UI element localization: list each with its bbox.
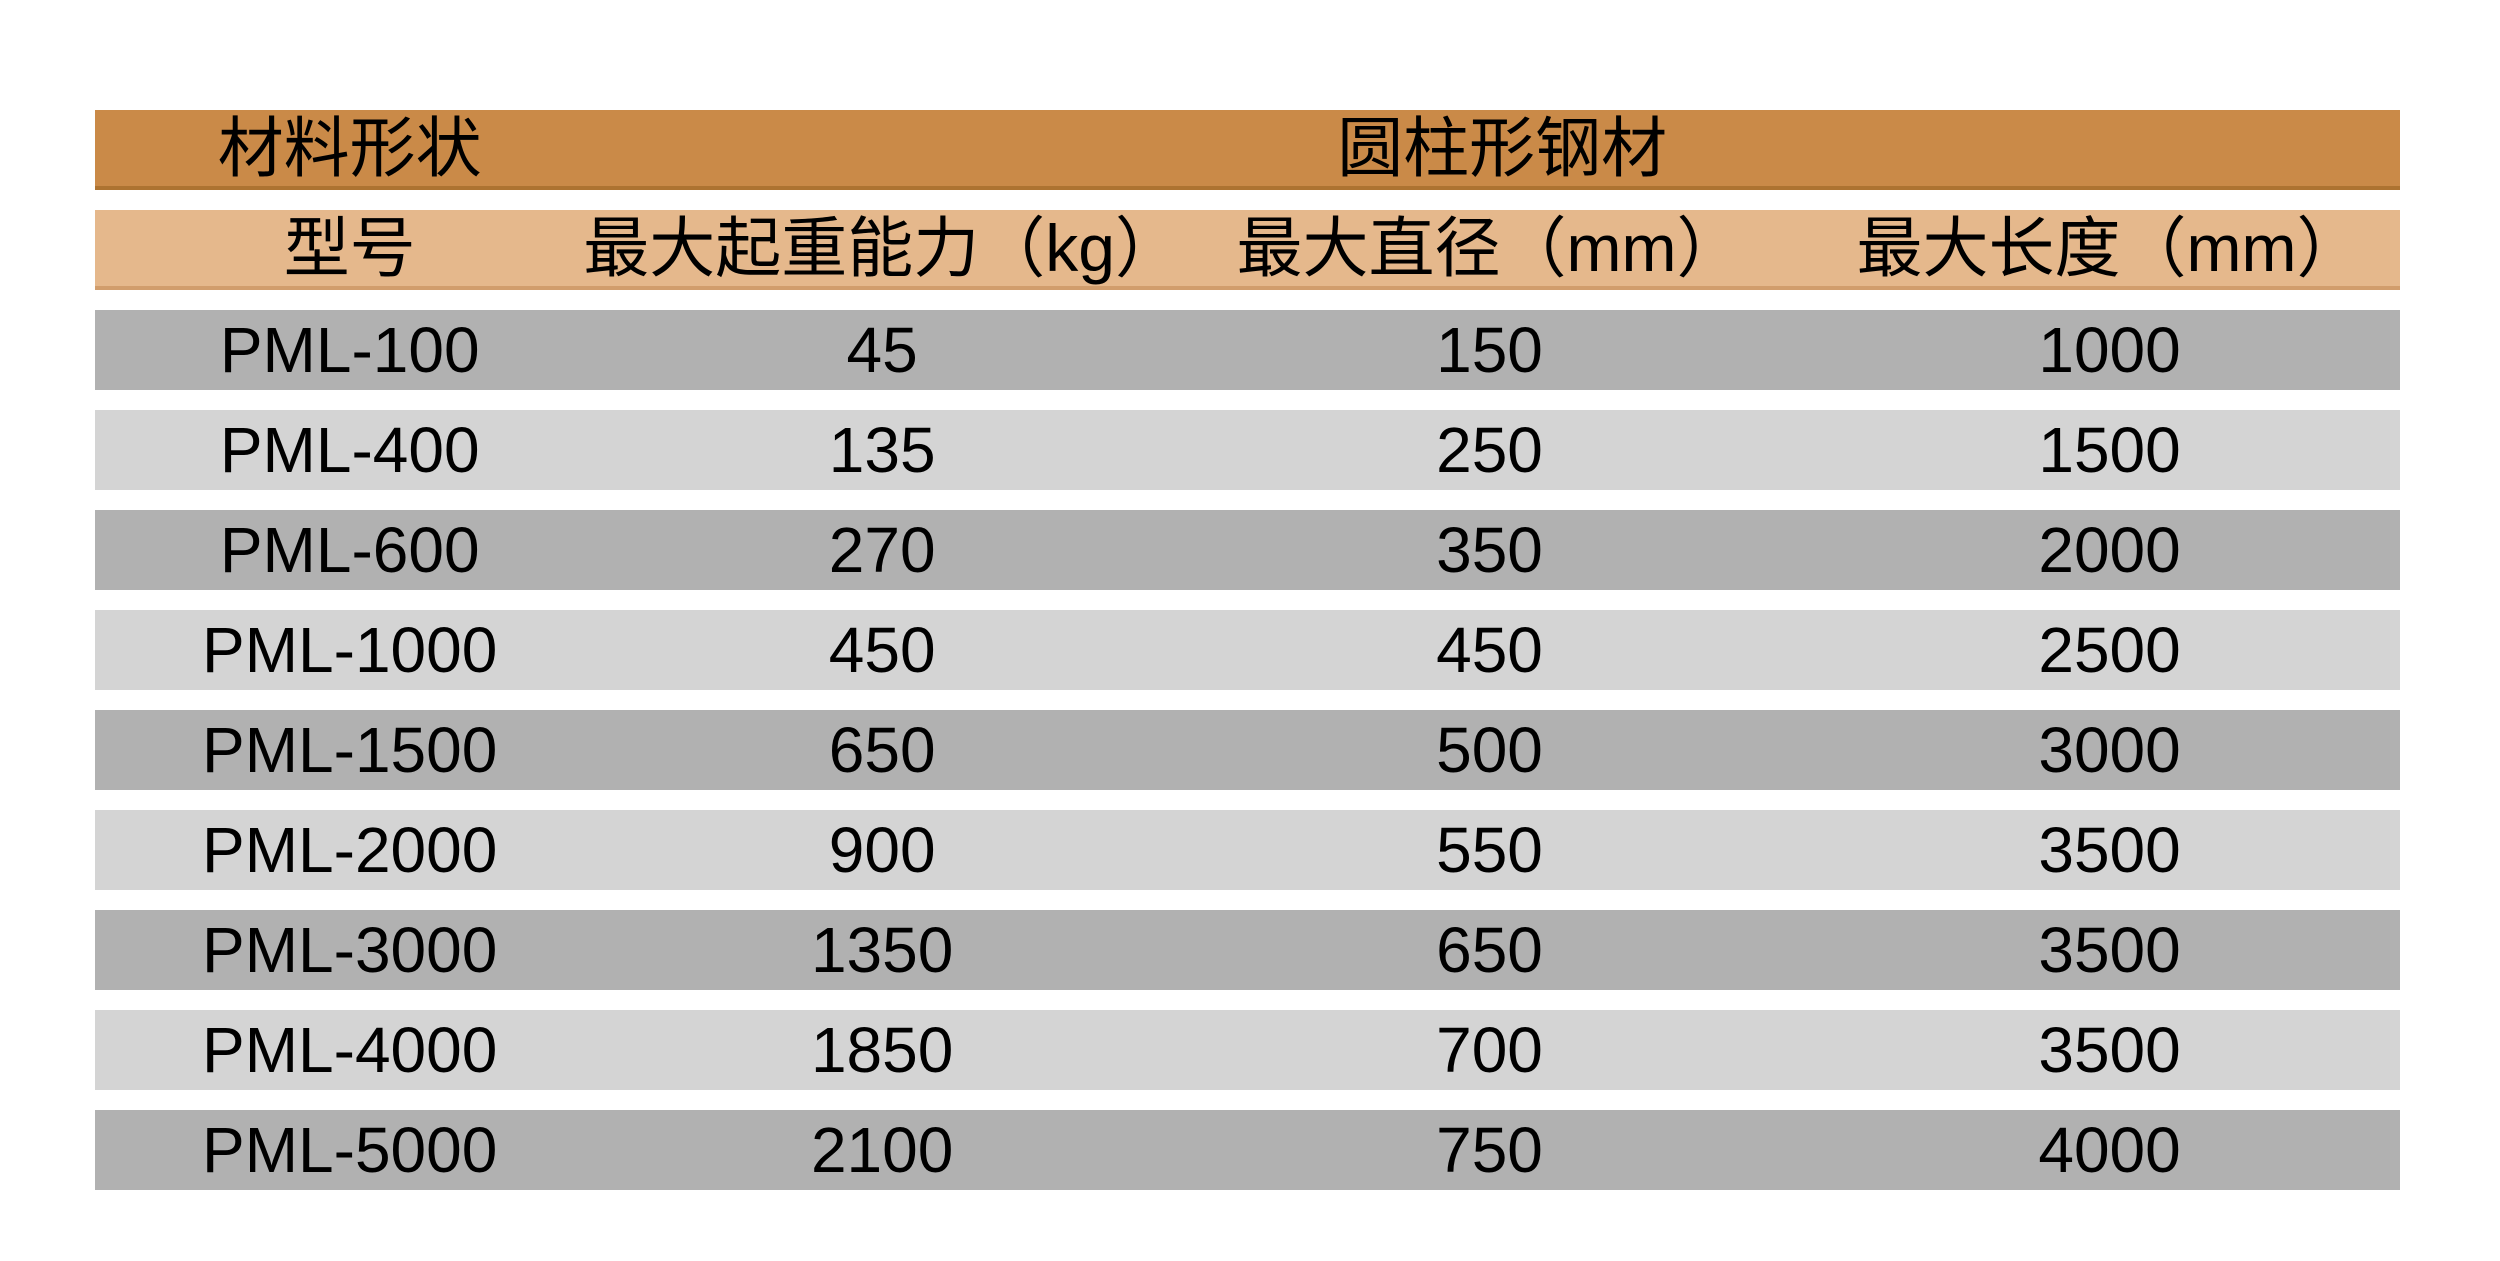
cell-max-diameter: 500 (1436, 714, 1543, 786)
cell-max-capacity: 1350 (810, 914, 954, 986)
header-material-group: 圆柱形钢材 (1337, 111, 1668, 185)
cell-model: PML-1000 (202, 614, 498, 686)
cell-model: PML-2000 (202, 814, 498, 886)
cell-model: PML-100 (219, 314, 480, 386)
cell-max-diameter: 750 (1436, 1114, 1543, 1186)
header-cell-max-capacity: 最大起重能力（kg） (583, 211, 1181, 285)
cell-max-capacity: 900 (828, 814, 936, 886)
cell-max-length: 3500 (2038, 914, 2181, 986)
cell-max-diameter: 250 (1436, 414, 1543, 486)
cell-max-capacity: 135 (828, 414, 936, 486)
table-row: PML-1500 650 500 3000 (95, 710, 2400, 790)
header-cell-max-diameter: 最大直径（mm） (1236, 211, 1743, 285)
cell-max-length: 2500 (2038, 614, 2181, 686)
cell-model: PML-4000 (202, 1014, 498, 1086)
cell-max-length: 3500 (2038, 814, 2181, 886)
table-row: PML-1000 450 450 2500 (95, 610, 2400, 690)
table-column-header-row: 型号 最大起重能力（kg） 最大直径（mm） 最大长度（mm） (95, 210, 2400, 290)
table-row: PML-100 45 150 1000 (95, 310, 2400, 390)
cell-max-diameter: 350 (1436, 514, 1543, 586)
header-cell-max-length: 最大长度（mm） (1856, 211, 2363, 285)
cell-max-capacity: 450 (828, 614, 936, 686)
table-row: PML-2000 900 550 3500 (95, 810, 2400, 890)
table-row: PML-4000 1850 700 3500 (95, 1010, 2400, 1090)
cell-model: PML-3000 (202, 914, 498, 986)
table-row: PML-3000 1350 650 3500 (95, 910, 2400, 990)
cell-max-capacity: 1850 (810, 1014, 954, 1086)
cell-model: PML-600 (219, 514, 480, 586)
table-row: PML-600 270 350 2000 (95, 510, 2400, 590)
cell-max-capacity: 270 (828, 514, 936, 586)
cell-max-length: 3000 (2038, 714, 2181, 786)
cell-model: PML-1500 (202, 714, 498, 786)
table-body: PML-100 45 150 1000 PML-400 135 250 1500 PML-600… (95, 310, 2400, 1190)
cell-max-length: 4000 (2038, 1114, 2181, 1186)
table-row: PML-5000 2100 750 4000 (95, 1110, 2400, 1190)
cell-max-capacity: 45 (846, 314, 918, 386)
cell-max-diameter: 550 (1436, 814, 1543, 886)
cell-max-capacity: 2100 (810, 1114, 954, 1186)
cell-max-length: 2000 (2038, 514, 2181, 586)
table-group-header-row: 材料形状 圆柱形钢材 (95, 110, 2400, 190)
spec-table: 材料形状 圆柱形钢材 型号 最大起重能力（kg） 最大直径（mm） 最大长度（m… (95, 110, 2400, 1210)
cell-max-diameter: 150 (1436, 314, 1543, 386)
table-row: PML-400 135 250 1500 (95, 410, 2400, 490)
cell-max-capacity: 650 (828, 714, 936, 786)
cell-model: PML-400 (219, 414, 480, 486)
cell-model: PML-5000 (202, 1114, 498, 1186)
cell-max-diameter: 450 (1436, 614, 1543, 686)
cell-max-length: 1500 (2038, 414, 2181, 486)
cell-max-length: 1000 (2038, 314, 2181, 386)
cell-max-diameter: 650 (1436, 914, 1543, 986)
header-material-shape: 材料形状 (217, 111, 482, 185)
cell-max-diameter: 700 (1436, 1014, 1543, 1086)
cell-max-length: 3500 (2038, 1014, 2181, 1086)
header-cell-model: 型号 (283, 211, 416, 285)
